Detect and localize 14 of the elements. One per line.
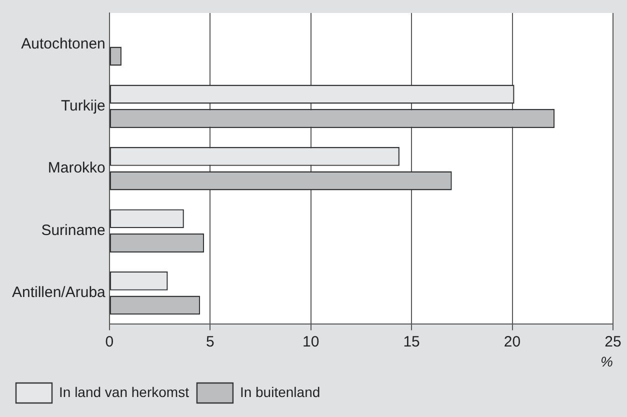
y-tick-label: Marokko xyxy=(48,160,106,177)
y-tick-label: Autochtonen xyxy=(21,35,106,52)
legend-label: In land van herkomst xyxy=(59,384,190,400)
y-tick-label: Suriname xyxy=(41,222,106,239)
y-tick-label: Antillen/Aruba xyxy=(12,284,106,302)
x-tick-label: 0 xyxy=(105,333,114,350)
legend-label: In buitenland xyxy=(240,384,320,400)
x-axis-title: % xyxy=(600,353,613,370)
x-tick-label: 5 xyxy=(206,333,214,350)
y-tick-label: Turkije xyxy=(60,98,106,114)
x-tick-label: 20 xyxy=(504,333,521,350)
x-tick-label: 25 xyxy=(604,333,622,350)
x-tick-label: 10 xyxy=(302,333,320,350)
x-tick-label: 15 xyxy=(403,333,420,350)
